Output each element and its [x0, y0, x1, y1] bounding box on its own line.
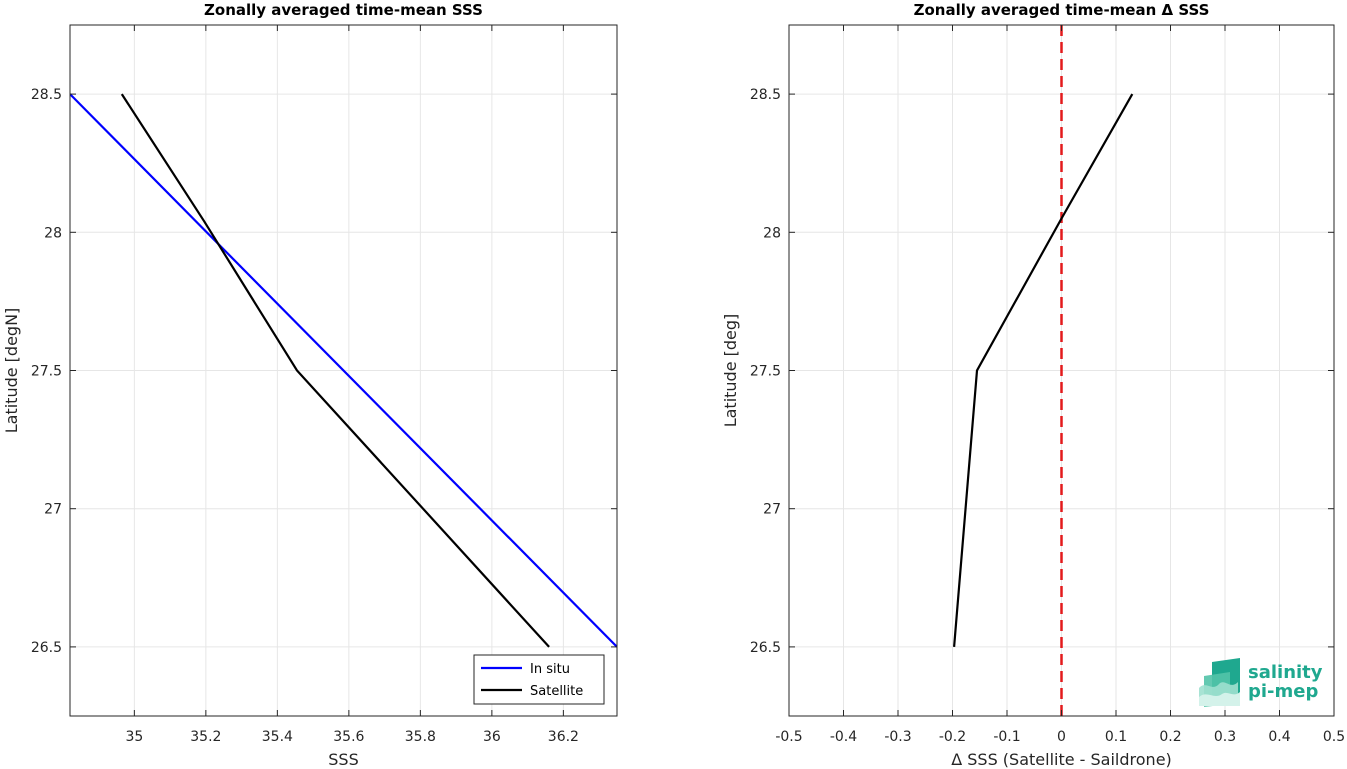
- x-tick-label: -0.2: [939, 729, 966, 745]
- legend: In situ Satellite: [473, 654, 605, 705]
- chart-title: Zonally averaged time-mean SSS: [204, 1, 483, 19]
- y-tick-label: 28: [763, 225, 781, 241]
- x-tick-label: 36.2: [548, 729, 579, 745]
- logo-line-1: salinity: [1248, 662, 1323, 683]
- y-tick-label: 28.5: [750, 87, 781, 103]
- logo-line-2: pi-mep: [1248, 681, 1318, 702]
- series-line-in-situ: [70, 93, 617, 648]
- x-tick-label: 35.4: [262, 729, 293, 745]
- x-tick-label: -0.5: [775, 729, 802, 745]
- salinity-pi-mep-logo: salinity pi-mep: [1199, 658, 1323, 707]
- series-line-satellite: [120, 93, 550, 648]
- x-tick-label: 35.6: [333, 729, 364, 745]
- x-tick-label: 0.4: [1268, 729, 1290, 745]
- legend-label: Satellite: [530, 684, 583, 699]
- y-tick-label: 27.5: [750, 364, 781, 380]
- y-tick-label: 28.5: [31, 87, 62, 103]
- x-axis-label: SSS: [328, 750, 358, 769]
- chart-title: Zonally averaged time-mean Δ SSS: [914, 1, 1210, 19]
- legend-box: [473, 654, 605, 705]
- delta-sss-panel: -0.5 -0.4 -0.3 -0.2 -0.1 0 0.1 0.2 0.3 0.4 0.5 26.5…: [721, 1, 1345, 769]
- y-tick-label: 27: [763, 502, 781, 518]
- delta-sss-line: [953, 93, 1134, 647]
- y-tick-label: 27: [44, 502, 62, 518]
- x-tick-label: -0.1: [993, 729, 1020, 745]
- sss-profile-panel: 35 35.2 35.4 35.6 35.8 36 36.2 26.5 27 27.5 28 28.5…: [2, 1, 618, 769]
- salinity-wave-logo-icon: [1199, 658, 1240, 707]
- x-tick-label: 0: [1057, 729, 1066, 745]
- x-tick-label: -0.4: [830, 729, 857, 745]
- x-axis-label: Δ SSS (Satellite - Saildrone): [951, 750, 1172, 769]
- x-tick-label: -0.3: [884, 729, 911, 745]
- x-tick-label: 35.2: [190, 729, 221, 745]
- x-tick-label: 0.5: [1323, 729, 1345, 745]
- y-tick-label: 27.5: [31, 364, 62, 380]
- y-tick-label: 28: [44, 225, 62, 241]
- y-tick-label: 26.5: [31, 640, 62, 656]
- y-tick-label: 26.5: [750, 640, 781, 656]
- x-tick-label: 35: [125, 729, 143, 745]
- legend-label: In situ: [530, 662, 570, 677]
- x-tick-label: 36: [483, 729, 501, 745]
- x-tick-label: 0.1: [1105, 729, 1127, 745]
- x-tick-label: 0.3: [1214, 729, 1236, 745]
- y-axis-label: Latitude [degN]: [2, 308, 21, 434]
- y-axis-label: Latitude [deg]: [721, 314, 740, 428]
- x-tick-label: 0.2: [1159, 729, 1181, 745]
- x-tick-label: 35.8: [405, 729, 436, 745]
